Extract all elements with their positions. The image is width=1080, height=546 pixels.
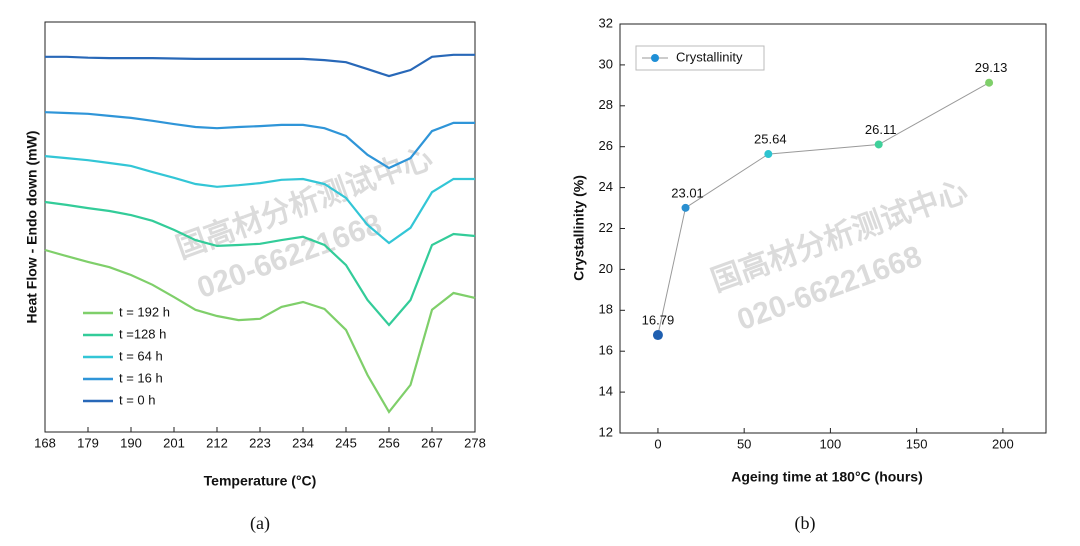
legend-label: Crystallinity [676, 49, 743, 64]
point [985, 78, 994, 87]
legend-label: t = 192 h [119, 304, 170, 319]
x-tick-label: 234 [292, 435, 314, 450]
x-tick-label: 200 [992, 436, 1014, 451]
x-tick-label: 50 [737, 436, 751, 451]
x-tick-label: 168 [34, 435, 56, 450]
legend-marker [651, 54, 659, 62]
y-tick-label: 20 [599, 261, 613, 276]
x-axis-title: Ageing time at 180°C (hours) [731, 469, 923, 485]
x-tick-label: 0 [654, 436, 661, 451]
curve [44, 111, 475, 170]
y-tick-label: 22 [599, 220, 613, 235]
x-tick-label: 278 [464, 435, 486, 450]
x-tick-label: 245 [335, 435, 357, 450]
legend-label: t = 0 h [119, 392, 156, 407]
curve [44, 200, 476, 327]
y-tick-label: 28 [599, 97, 613, 112]
y-tick-label: 32 [599, 15, 613, 30]
curve [45, 53, 475, 78]
x-tick-label: 150 [906, 436, 928, 451]
y-tick-label: 24 [599, 179, 613, 194]
x-axis-title: Temperature (°C) [204, 473, 317, 489]
y-tick-label: 18 [599, 302, 613, 317]
caption: (b) [795, 513, 816, 534]
legend-label: t = 16 h [119, 370, 163, 385]
data-label: 23.01 [671, 185, 704, 200]
x-tick-label: 212 [206, 435, 228, 450]
curve [44, 248, 476, 414]
x-tick-label: 190 [120, 435, 142, 450]
y-axis-title: Crystallinity (%) [571, 175, 587, 281]
data-label: 26.11 [865, 122, 897, 137]
data-label: 25.64 [754, 131, 787, 146]
legend-label: t =128 h [119, 326, 166, 341]
legend-label: t = 64 h [119, 348, 163, 363]
x-tick-label: 179 [77, 435, 99, 450]
curve [44, 155, 475, 245]
x-tick-label: 100 [820, 436, 842, 451]
point [874, 140, 883, 149]
y-tick-label: 30 [599, 56, 613, 71]
y-tick-label: 14 [599, 384, 613, 399]
point [764, 150, 773, 159]
y-tick-label: 12 [599, 424, 613, 439]
data-label: 29.13 [975, 60, 1008, 75]
caption: (a) [250, 513, 270, 534]
x-tick-label: 223 [249, 435, 271, 450]
x-tick-label: 267 [421, 435, 443, 450]
data-label: 16.79 [642, 312, 675, 327]
y-tick-label: 16 [599, 343, 613, 358]
x-tick-label: 201 [163, 435, 185, 450]
point [652, 330, 663, 341]
y-tick-label: 26 [599, 138, 613, 153]
point [681, 203, 690, 212]
y-axis-title: Heat Flow - Endo down (mW) [24, 131, 40, 324]
x-tick-label: 256 [378, 435, 400, 450]
